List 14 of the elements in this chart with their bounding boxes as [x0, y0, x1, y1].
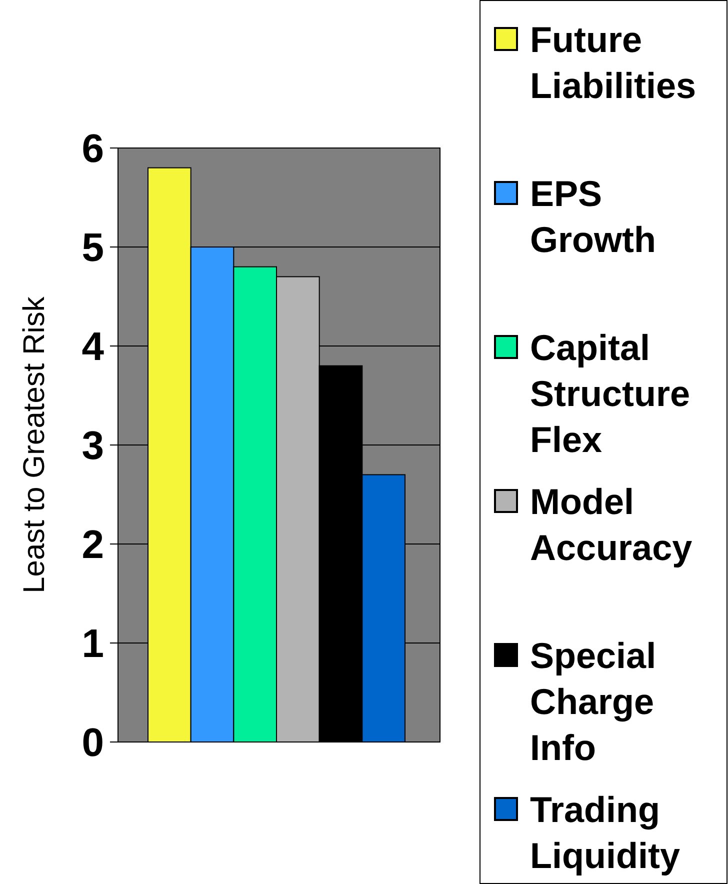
y-tick-label: 2: [82, 523, 104, 567]
y-tick-label: 4: [82, 325, 105, 369]
legend-label: Trading Liquidity: [530, 789, 680, 876]
legend-label: Special Charge Info: [530, 635, 656, 768]
y-tick-label: 5: [82, 226, 104, 270]
legend-label: Future Liabilities: [530, 19, 696, 106]
y-tick-label: 3: [82, 424, 104, 468]
y-tick-label: 6: [82, 127, 104, 171]
y-tick-label: 0: [82, 721, 104, 765]
legend-label: Model Accuracy: [530, 481, 692, 568]
y-tick-label: 1: [82, 622, 104, 666]
legend-label: EPS Growth: [530, 173, 656, 260]
legend-label: Capital Structure Flex: [530, 327, 690, 460]
y-axis-title: Least to Greatest Risk: [18, 296, 51, 594]
